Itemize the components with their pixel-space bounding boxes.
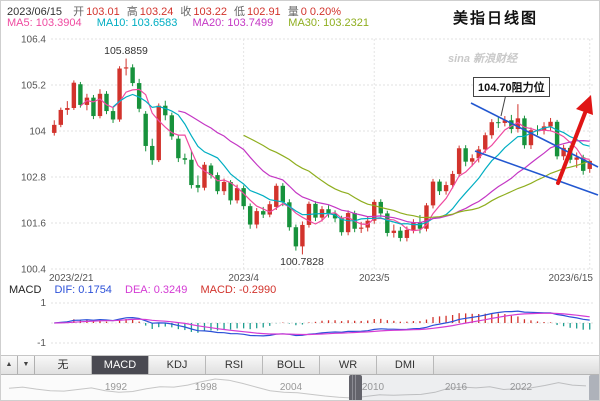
timeline-navigator[interactable]: 1992 1998 2004 2010 2016 2022	[1, 375, 599, 400]
svg-text:2023/4: 2023/4	[228, 273, 259, 283]
ma10-legend: MA10: 103.6583	[96, 17, 178, 29]
macd-name: MACD	[9, 284, 42, 296]
ma30-legend: MA30: 103.2321	[288, 17, 370, 29]
tab-无[interactable]: 无	[35, 356, 92, 374]
ma5-legend: MA5: 103.3904	[7, 17, 82, 29]
scroll-up-button[interactable]: ▲	[1, 356, 18, 374]
svg-text:104: 104	[29, 127, 46, 138]
range-handle-left[interactable]	[349, 375, 362, 400]
range-handle-right[interactable]	[589, 375, 599, 400]
dif-value: DIF: 0.1754	[54, 284, 112, 296]
svg-text:-1: -1	[37, 338, 46, 349]
year-label-1998: 1998	[194, 382, 218, 393]
resistance-annotation: 104.70阻力位	[473, 77, 550, 97]
chart-title: 美指日线图	[453, 10, 539, 27]
ma20-legend: MA20: 103.7499	[192, 17, 274, 29]
tab-boll[interactable]: BOLL	[263, 356, 320, 374]
year-label-2004: 2004	[279, 382, 303, 393]
open-value: 103.01	[86, 6, 120, 18]
svg-text:100.4: 100.4	[21, 265, 46, 276]
ma-legend: MA5: 103.3904 MA10: 103.6583 MA20: 103.7…	[7, 17, 381, 29]
quote-date: 2023/06/15	[7, 6, 63, 18]
volume-value: 0	[300, 6, 307, 18]
indicator-tabbar: ▲ ▼ 无 MACD KDJ RSI BOLL WR DMI	[1, 355, 599, 375]
svg-text:2023/6/15: 2023/6/15	[549, 273, 594, 283]
high-value: 103.24	[139, 6, 174, 18]
close-label: 收	[180, 6, 192, 18]
sina-watermark: sina 新浪财经	[448, 53, 518, 65]
svg-text:106.4: 106.4	[21, 35, 46, 46]
macd-value: MACD: -0.2990	[200, 284, 277, 296]
change-percent: 0.20%	[309, 6, 342, 18]
svg-text:102.8: 102.8	[21, 173, 46, 184]
year-label-2022: 2022	[509, 382, 533, 393]
low-value: 102.91	[247, 6, 281, 18]
low-label: 低	[234, 6, 246, 18]
year-label-2010: 2010	[361, 382, 385, 393]
svg-text:1: 1	[40, 298, 46, 309]
ohlc-bar: 2023/06/15 开 103.01 高 103.24 收 103.22 低 102.91 量 0…	[7, 3, 341, 19]
year-label-2016: 2016	[444, 382, 468, 393]
indicator-tabs: 无 MACD KDJ RSI BOLL WR DMI	[35, 356, 434, 374]
macd-legend: MACD DIF: 0.1754 DEA: 0.3249 MACD: -0.29…	[9, 284, 286, 296]
dea-value: DEA: 0.3249	[125, 284, 188, 296]
macd-chart[interactable]: 1 -1	[1, 297, 600, 355]
year-label-1992: 1992	[104, 382, 128, 393]
volume-label: 量	[287, 6, 299, 18]
trough-price-label: 100.7828	[280, 256, 324, 268]
tab-dmi[interactable]: DMI	[377, 356, 434, 374]
tab-macd[interactable]: MACD	[92, 356, 149, 374]
open-label: 开	[73, 6, 85, 18]
high-label: 高	[126, 6, 138, 18]
svg-text:2023/5: 2023/5	[359, 273, 390, 283]
svg-text:105.2: 105.2	[21, 81, 46, 92]
timeline-sparkline	[8, 378, 587, 399]
tab-kdj[interactable]: KDJ	[149, 356, 206, 374]
peak-price-label: 105.8859	[104, 45, 148, 57]
range-selection[interactable]	[362, 375, 589, 400]
scroll-down-button[interactable]: ▼	[18, 356, 35, 374]
tab-wr[interactable]: WR	[320, 356, 377, 374]
close-value: 103.22	[193, 6, 228, 18]
svg-text:101.6: 101.6	[21, 219, 46, 230]
tab-rsi[interactable]: RSI	[206, 356, 263, 374]
svg-text:2023/2/21: 2023/2/21	[49, 273, 94, 283]
